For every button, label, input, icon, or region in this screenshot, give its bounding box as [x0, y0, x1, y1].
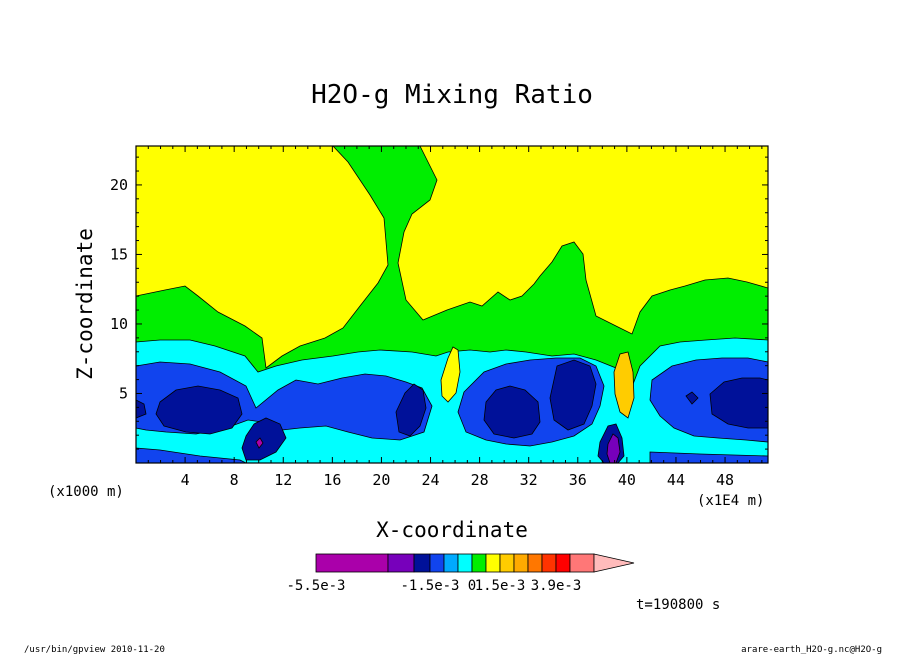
contour-navy-2: [241, 417, 287, 461]
plot-frame: [135, 145, 769, 464]
contour-navy-1: [155, 385, 243, 435]
x-unit-left: (x1000 m): [48, 484, 124, 500]
colorbar-box: [471, 553, 487, 573]
x-tick-label: 20: [372, 471, 390, 489]
x-axis-label: X-coordinate: [376, 518, 528, 542]
footer-left: /usr/bin/gpview 2010-11-20: [24, 645, 165, 654]
colorbar-box: [527, 553, 543, 573]
colorbar-box: [315, 553, 389, 573]
y-tick-label: 10: [110, 315, 128, 333]
x-tick-label: 4: [181, 471, 190, 489]
colorbar-label: -1.5e-3: [400, 578, 459, 594]
colorbar-box: [569, 553, 595, 573]
colorbar-label: 1.5e-3: [475, 578, 526, 594]
contour-navy-3: [395, 383, 427, 437]
y-axis-label: Z-coordinate: [73, 228, 97, 380]
footer-right: arare-earth_H2O-g.nc@H2O-g: [741, 645, 882, 654]
colorbar-box: [485, 553, 501, 573]
x-tick-label: 24: [421, 471, 439, 489]
colorbar-label: -5.5e-3: [286, 578, 345, 594]
x-tick-label: 36: [569, 471, 587, 489]
y-tick-label: 5: [119, 384, 128, 402]
y-axis: 5 10 15 20: [110, 156, 768, 450]
x-tick-label: 40: [618, 471, 636, 489]
contour-navy-5: [549, 359, 597, 431]
x-tick-label: 48: [716, 471, 734, 489]
contour-yellow-25: [440, 346, 461, 403]
colorbar-box: [457, 553, 473, 573]
contour-magenta: [255, 437, 264, 449]
colorbar-box: [499, 553, 515, 573]
contour-violet: [606, 433, 621, 464]
colorbar-box: [387, 553, 415, 573]
y-tick-label: 15: [110, 245, 128, 263]
colorbar-box: [443, 553, 459, 573]
time-label: t=190800 s: [636, 597, 720, 613]
x-tick-label: 8: [230, 471, 239, 489]
x-tick-label: 12: [274, 471, 292, 489]
colorbar-labels: -5.5e-3 -1.5e-3 01.5e-3 3.9e-3: [286, 578, 581, 594]
colorbar-box: [555, 553, 571, 573]
x-tick-label: 16: [323, 471, 341, 489]
colorbar: [315, 553, 635, 573]
plot-area: [135, 145, 769, 464]
contour-navy-4: [483, 385, 541, 439]
contour-orange-39: [613, 351, 635, 419]
y-tick-label: 20: [110, 176, 128, 194]
x-axis: 4 8 12 16 20 24 28 32 36 40 44 48: [147, 146, 763, 489]
x-tick-label: 28: [471, 471, 489, 489]
colorbar-label: 0: [468, 578, 476, 594]
x-unit-right: (x1E4 m): [697, 493, 764, 509]
colorbar-box: [513, 553, 529, 573]
colorbar-box: [541, 553, 557, 573]
colorbar-arrow: [593, 553, 635, 573]
colorbar-label: 3.9e-3: [531, 578, 582, 594]
contour-navy-9: [685, 391, 699, 405]
x-tick-label: 44: [667, 471, 685, 489]
chart-title: H2O-g Mixing Ratio: [311, 80, 593, 110]
x-tick-label: 32: [520, 471, 538, 489]
colorbar-box: [429, 553, 445, 573]
contour-fills: [135, 145, 769, 464]
colorbar-box: [413, 553, 431, 573]
